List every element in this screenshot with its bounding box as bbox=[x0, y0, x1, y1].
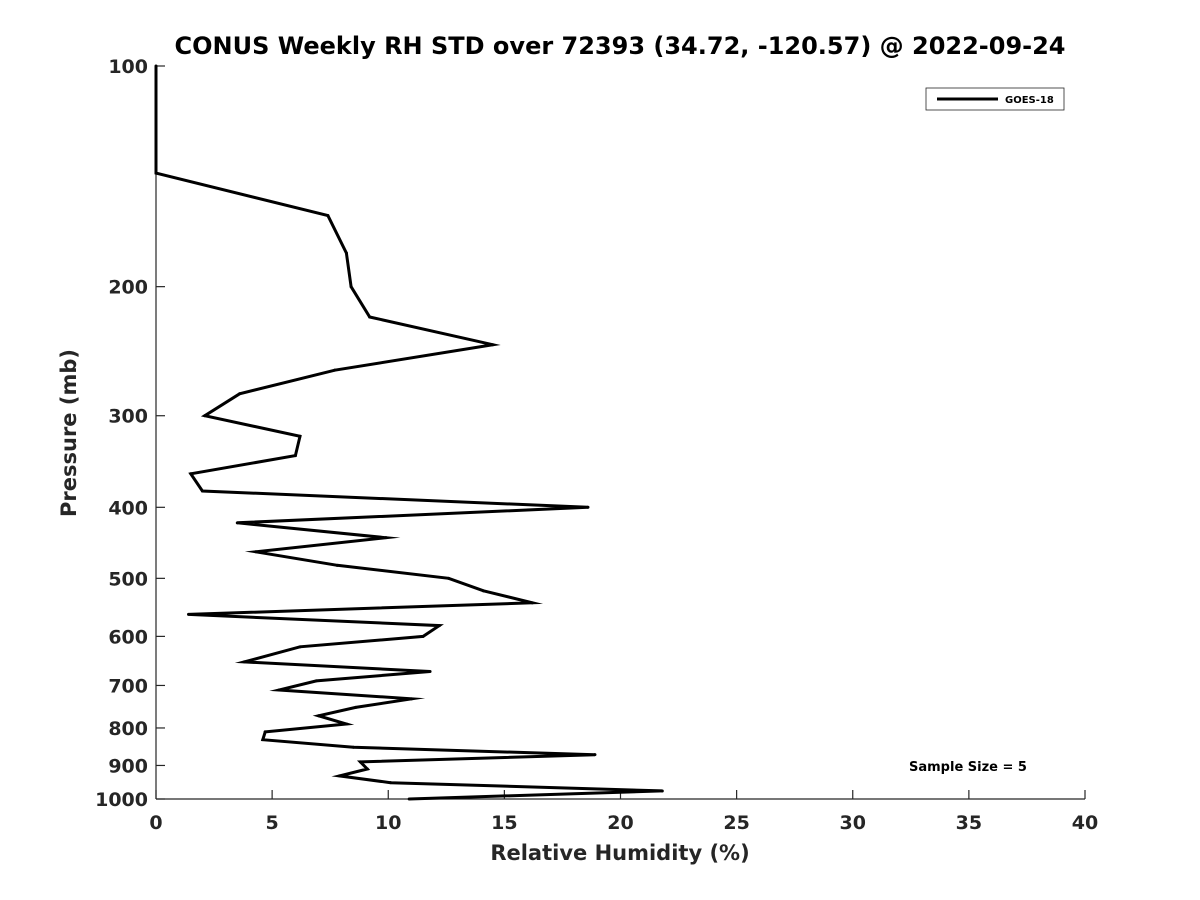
data-point bbox=[187, 612, 191, 616]
data-point bbox=[254, 550, 258, 554]
y-axis-ticks: 100 200 300 400 500 600 700 800 900 1000 bbox=[95, 56, 165, 811]
y-tick-label: 900 bbox=[108, 755, 148, 777]
y-tick-label: 1000 bbox=[95, 789, 148, 811]
legend-entry-goes-18: GOES-18 bbox=[1005, 95, 1054, 106]
y-tick-label: 300 bbox=[108, 406, 148, 428]
data-point bbox=[384, 536, 388, 540]
x-tick-label: 40 bbox=[1072, 812, 1098, 834]
legend: GOES-18 bbox=[925, 87, 1065, 111]
data-point bbox=[351, 745, 355, 749]
x-tick-label: 0 bbox=[149, 812, 162, 834]
data-point bbox=[335, 563, 339, 567]
data-point bbox=[437, 624, 441, 628]
data-point bbox=[238, 392, 242, 396]
data-point bbox=[333, 368, 337, 372]
x-tick-label: 15 bbox=[491, 812, 517, 834]
data-point bbox=[337, 774, 341, 778]
data-point bbox=[242, 660, 246, 664]
y-tick-label: 700 bbox=[108, 675, 148, 697]
data-point bbox=[293, 454, 297, 458]
data-point bbox=[154, 64, 158, 68]
x-tick-label: 25 bbox=[723, 812, 749, 834]
x-axis-label: Relative Humidity (%) bbox=[490, 841, 749, 865]
y-tick-label: 800 bbox=[108, 718, 148, 740]
data-point bbox=[203, 414, 207, 418]
data-point bbox=[389, 781, 393, 785]
data-points-layer bbox=[154, 64, 664, 801]
data-point bbox=[349, 285, 353, 289]
sample-size-annotation: Sample Size = 5 bbox=[909, 760, 1027, 775]
data-point bbox=[481, 589, 485, 593]
data-point bbox=[200, 489, 204, 493]
x-tick-label: 30 bbox=[840, 812, 866, 834]
data-point bbox=[530, 601, 534, 605]
data-point bbox=[428, 670, 432, 674]
data-point bbox=[235, 521, 239, 525]
data-point bbox=[368, 315, 372, 319]
data-point bbox=[277, 688, 281, 692]
y-tick-label: 500 bbox=[108, 568, 148, 590]
data-point bbox=[358, 760, 362, 764]
data-point bbox=[261, 738, 265, 742]
x-tick-label: 5 bbox=[266, 812, 279, 834]
data-point bbox=[298, 434, 302, 438]
data-point bbox=[586, 505, 590, 509]
data-point bbox=[421, 634, 425, 638]
data-point bbox=[298, 645, 302, 649]
x-axis-ticks: 0 5 10 15 20 25 30 35 40 bbox=[149, 790, 1098, 834]
data-point bbox=[447, 576, 451, 580]
x-tick-label: 20 bbox=[607, 812, 633, 834]
data-point bbox=[593, 753, 597, 757]
data-point bbox=[344, 722, 348, 726]
data-point bbox=[314, 679, 318, 683]
y-tick-label: 100 bbox=[108, 56, 148, 78]
y-axis-label: Pressure (mb) bbox=[57, 349, 81, 517]
data-point bbox=[409, 697, 413, 701]
y-tick-label: 400 bbox=[108, 497, 148, 519]
data-point bbox=[154, 148, 158, 152]
x-tick-label: 35 bbox=[956, 812, 982, 834]
y-tick-label: 600 bbox=[108, 626, 148, 648]
data-point bbox=[354, 705, 358, 709]
y-tick-label: 200 bbox=[108, 277, 148, 299]
data-point bbox=[154, 171, 158, 175]
x-tick-label: 10 bbox=[375, 812, 401, 834]
data-point bbox=[317, 714, 321, 718]
data-point bbox=[326, 214, 330, 218]
data-point bbox=[344, 251, 348, 255]
data-point bbox=[365, 767, 369, 771]
chart-title: CONUS Weekly RH STD over 72393 (34.72, -… bbox=[174, 32, 1065, 60]
data-point bbox=[189, 472, 193, 476]
data-point bbox=[660, 789, 664, 793]
data-point bbox=[263, 730, 267, 734]
data-point bbox=[154, 94, 158, 98]
data-point bbox=[491, 343, 495, 347]
data-point bbox=[154, 122, 158, 126]
data-point bbox=[407, 797, 411, 801]
